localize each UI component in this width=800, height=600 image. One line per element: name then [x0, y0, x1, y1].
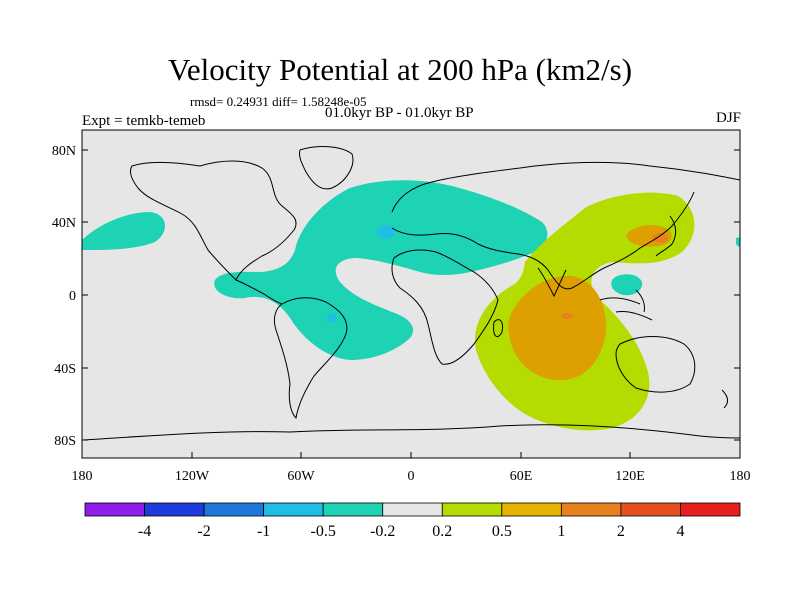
- lon-label-180e: 180: [730, 469, 751, 484]
- coast-central-america: [235, 279, 283, 305]
- lat-label-0: 0: [69, 289, 76, 304]
- season-label: DJF: [715, 110, 741, 126]
- lat-label-80s: 80S: [54, 434, 76, 449]
- lon-axis: [81, 452, 741, 458]
- lon-label-120w: 120W: [175, 469, 210, 484]
- coast-madagascar: [493, 319, 503, 338]
- contour-positive-strong-japan: [652, 233, 668, 243]
- contour-negative-mod-brazil: [327, 313, 337, 323]
- lon-label-120e: 120E: [615, 469, 645, 484]
- contour-negative-weak: [214, 180, 548, 360]
- experiment-label: Expt = temkb-temeb: [82, 113, 206, 129]
- colorbar-swatch: [203, 502, 265, 517]
- colorbar: -4 -2 -1 -0.5 -0.2 0.2 0.5 1 2 4: [84, 502, 741, 540]
- lon-label-180w: 180: [72, 469, 93, 484]
- colorbar-swatch: [322, 502, 384, 517]
- colorbar-swatch: [501, 502, 562, 517]
- coast-india: [537, 267, 567, 298]
- colorbar-label: -1: [257, 523, 270, 540]
- lon-label-0: 0: [408, 469, 415, 484]
- coast-africa: [391, 249, 499, 365]
- map-title: Velocity Potential at 200 hPa (km2/s): [167, 52, 633, 87]
- contour-positive-strong-indian: [561, 313, 573, 319]
- coast-south-america: [273, 297, 348, 420]
- colorbar-label: -0.2: [370, 523, 395, 540]
- colorbar-label: -2: [197, 523, 210, 540]
- coast-maritime: [599, 289, 653, 321]
- coast-australia: [615, 336, 696, 393]
- colorbar-label: 0.2: [432, 523, 452, 540]
- colorbar-swatch: [382, 502, 443, 517]
- stats-label: rmsd= 0.24931 diff= 1.58248e-05: [190, 94, 367, 109]
- coast-new-zealand: [721, 389, 729, 409]
- period-label: 01.0kyr BP - 01.0kyr BP: [325, 105, 474, 121]
- colorbar-swatch: [680, 502, 741, 517]
- colorbar-swatch: [84, 502, 145, 517]
- contour-negative-mod-atlantic: [377, 225, 395, 239]
- contour-negative-weak-dateline: [736, 237, 740, 247]
- coastlines: [82, 146, 740, 441]
- lat-axis: [82, 149, 740, 441]
- velocity-potential-field: [82, 130, 740, 458]
- colorbar-label: -0.5: [311, 523, 336, 540]
- lon-label-60w: 60W: [287, 469, 315, 484]
- lon-label-60e: 60E: [510, 469, 533, 484]
- coast-japan: [655, 215, 677, 257]
- colorbar-swatch: [144, 502, 205, 517]
- colorbar-label: 2: [617, 523, 625, 540]
- colorbar-label: 1: [557, 523, 565, 540]
- contour-positive-mod-indian: [508, 275, 607, 381]
- contour-negative-weak-northpacific: [82, 212, 166, 250]
- colorbar-swatch: [620, 502, 681, 517]
- colorbar-swatch: [441, 502, 503, 517]
- coast-greenland: [299, 146, 354, 190]
- coast-north-america: [129, 160, 297, 281]
- lat-label-40s: 40S: [54, 362, 76, 377]
- colorbar-label: -4: [138, 523, 151, 540]
- contour-negative-weak-seasia: [611, 274, 643, 296]
- colorbar-label: 4: [676, 523, 684, 540]
- colorbar-label: 0.5: [492, 523, 512, 540]
- colorbar-swatch: [560, 502, 622, 517]
- coast-antarctica: [82, 424, 740, 441]
- colorbar-swatch: [263, 502, 324, 517]
- coast-eurasia: [391, 161, 740, 213]
- lat-label-80n: 80N: [52, 144, 76, 159]
- lat-label-40n: 40N: [52, 216, 76, 231]
